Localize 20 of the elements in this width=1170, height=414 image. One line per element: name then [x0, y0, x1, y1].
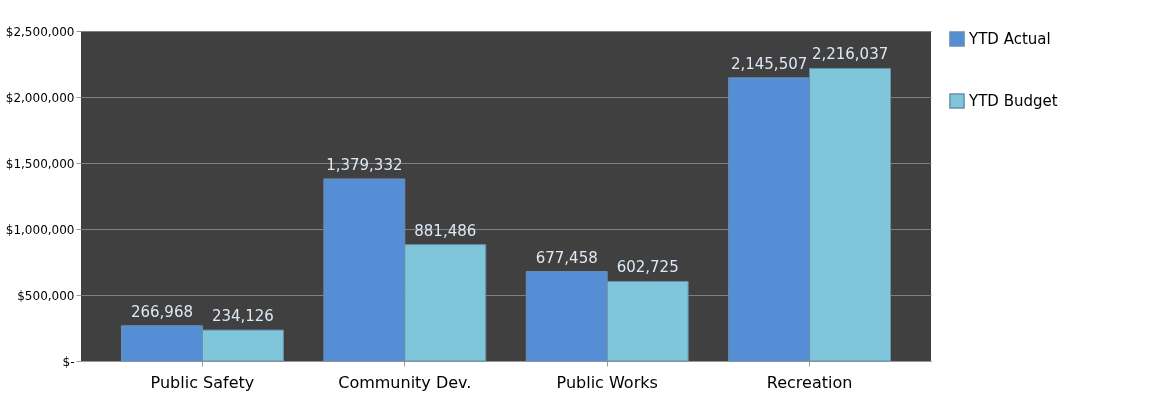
y-tick-label: $1,500,000	[5, 156, 75, 171]
y-tick-label: $2,500,000	[5, 24, 75, 39]
data-label: 234,126	[211, 307, 274, 326]
y-tick-label: $-	[62, 354, 75, 369]
data-label: 266,968	[130, 302, 193, 321]
legend-label: YTD Actual	[968, 30, 1051, 48]
data-label: 677,458	[535, 248, 598, 267]
legend-label: YTD Budget	[968, 92, 1058, 110]
x-tick-label: Public Safety	[150, 372, 255, 392]
data-label: 2,145,507	[730, 54, 808, 73]
y-tick-label: $2,000,000	[5, 90, 75, 105]
x-tick-label: Community Dev.	[338, 372, 472, 392]
data-label: 2,216,037	[811, 45, 889, 64]
data-label: 881,486	[414, 221, 477, 240]
y-tick-label: $500,000	[17, 288, 75, 303]
data-label: 1,379,332	[326, 155, 403, 174]
data-label: 602,725	[616, 258, 679, 277]
y-tick-label: $1,000,000	[5, 222, 75, 237]
x-tick-label: Recreation	[766, 372, 853, 392]
x-tick-label: Public Works	[556, 372, 658, 392]
